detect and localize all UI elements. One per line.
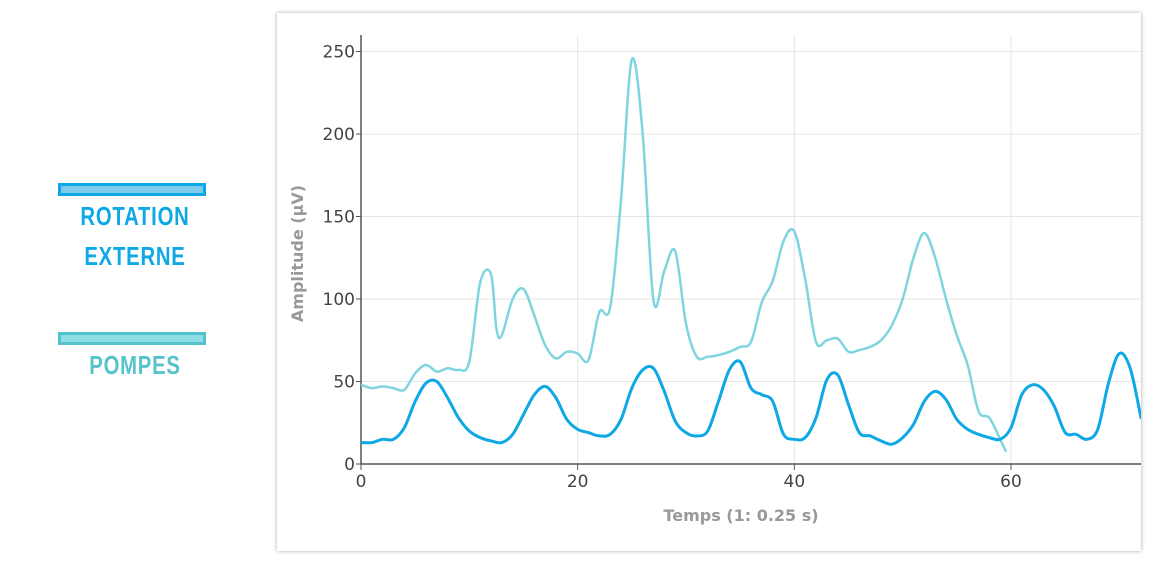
legend-item-pompes: POMPES: [58, 332, 212, 385]
legend-label-line-1: ROTATION: [80, 201, 190, 231]
series-line-pompes: [361, 56, 1007, 453]
y-tick-label-0: 0: [344, 455, 355, 475]
legend-swatch-rotation-externe: [58, 183, 206, 196]
x-tick-label-40: 40: [784, 472, 806, 492]
x-axis-title: Temps (1: 0.25 s): [663, 506, 818, 525]
y-tick-label-150: 150: [323, 208, 355, 228]
legend-label-pompes: POMPES: [75, 345, 195, 385]
y-tick-label-100: 100: [323, 290, 355, 310]
legend-label-line-2: EXTERNE: [84, 241, 186, 271]
y-tick-label-200: 200: [323, 125, 355, 145]
legend-label-line-1: POMPES: [89, 350, 181, 380]
chart-panel: 0 50 100 150 200 250 0 20 40 60 Temps (1: 0.25 s) A…: [277, 13, 1141, 551]
legend-item-rotation-externe: ROTATION EXTERNE: [58, 183, 212, 276]
line-chart: 0 50 100 150 200 250 0 20 40 60 Temps (1: 0.25 s) A…: [288, 35, 1141, 525]
x-tick-label-20: 20: [567, 472, 589, 492]
y-tick-label-250: 250: [323, 43, 355, 63]
legend-label-rotation-externe: ROTATION EXTERNE: [75, 196, 195, 276]
legend-swatch-pompes: [58, 332, 206, 345]
x-tick-label-0: 0: [356, 472, 367, 492]
y-tick-label-50: 50: [333, 373, 355, 393]
x-tick-label-60: 60: [1000, 472, 1022, 492]
series-line-rotation-externe: [361, 351, 1141, 446]
y-axis-title: Amplitude (µV): [288, 185, 307, 322]
